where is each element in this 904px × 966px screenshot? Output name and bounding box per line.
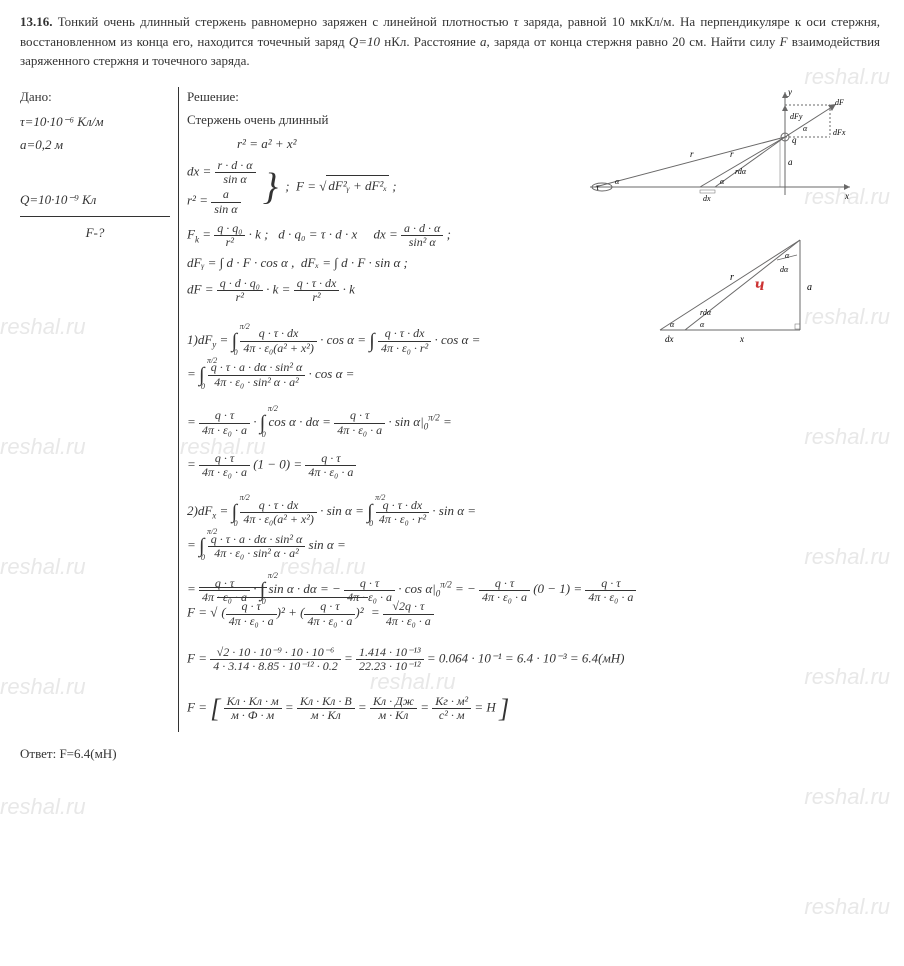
svg-text:dα: dα xyxy=(780,265,789,274)
given-tau: τ=10·10⁻⁶ Кл/м xyxy=(20,112,170,132)
step1-line2: = ∫π/20 q · τ · a · dα · sin² α4π · ε₀ ·… xyxy=(187,360,880,390)
diagram-area: y x dFy dF dFx q a r r rdα α α α dx τ xyxy=(580,87,870,356)
Q-value: Q=10 xyxy=(349,34,380,49)
svg-text:ч: ч xyxy=(755,274,764,294)
svg-text:dFy: dFy xyxy=(790,112,803,121)
given-label: Дано: xyxy=(20,87,170,107)
svg-text:dx: dx xyxy=(703,194,711,203)
divider xyxy=(20,216,170,217)
problem-statement: 13.16. Тонкий очень длинный стержень рав… xyxy=(20,12,880,71)
triangle-diagram: a r α dα α α rdα dx x ч xyxy=(640,230,840,350)
problem-text-7: заряда от конца стержня равно 20 см. Най… xyxy=(490,34,780,49)
given-a: a=0,2 м xyxy=(20,135,170,155)
problem-number: 13.16. xyxy=(20,14,53,29)
svg-text:α: α xyxy=(720,177,725,186)
svg-text:x: x xyxy=(739,334,744,344)
svg-text:y: y xyxy=(787,87,792,97)
watermark: reshal.ru xyxy=(804,890,890,923)
step2-line2: = ∫π/20 q · τ · a · dα · sin² α4π · ε₀ ·… xyxy=(187,531,880,561)
given-Q: Q=10·10⁻⁹ Кл xyxy=(20,190,170,210)
svg-text:r: r xyxy=(690,149,694,159)
step1-line3: = q · τ4π · ε₀ · a · ∫π/20 cos α · dα = … xyxy=(187,408,880,438)
force-diagram: y x dFy dF dFx q a r r rdα α α α dx τ xyxy=(580,87,860,217)
svg-text:q: q xyxy=(792,135,797,145)
problem-text-1: Тонкий очень длинный стержень равномерно… xyxy=(58,14,514,29)
step2-line1: 2)dFx = ∫π/20 q · τ · dx4π · ε₀(a² + x²)… xyxy=(187,497,880,527)
solution-area: Дано: τ=10·10⁻⁶ Кл/м a=0,2 м Q=10·10⁻⁹ К… xyxy=(20,87,880,733)
given-find: F-? xyxy=(20,223,170,243)
svg-text:α: α xyxy=(700,320,705,329)
F-calc: F = √2 · 10 · 10⁻⁹ · 10 · 10⁻⁶4 · 3.14 ·… xyxy=(187,646,880,673)
a-symbol: a, xyxy=(480,34,490,49)
svg-text:rdα: rdα xyxy=(735,167,747,176)
F-symbol: F xyxy=(780,34,788,49)
svg-text:a: a xyxy=(788,157,793,167)
svg-text:r: r xyxy=(730,272,734,283)
answer: Ответ: F=6.4(мН) xyxy=(20,744,880,764)
svg-text:α: α xyxy=(803,124,808,133)
svg-text:dx: dx xyxy=(665,334,674,344)
F-dimensions: F = [ Кл · Кл · мм · Ф · м = Кл · Кл · В… xyxy=(187,689,880,728)
solution-column: Решение: Стержень очень длинный xyxy=(187,87,880,733)
step1-line4: = q · τ4π · ε₀ · a (1 − 0) = q · τ4π · ε… xyxy=(187,452,880,479)
svg-text:α: α xyxy=(785,251,790,260)
svg-text:dF: dF xyxy=(835,98,844,107)
svg-text:α: α xyxy=(615,177,620,186)
svg-text:r: r xyxy=(730,149,734,159)
watermark: reshal.ru xyxy=(0,790,86,823)
svg-text:a: a xyxy=(807,282,812,293)
watermark: reshal.ru xyxy=(804,780,890,813)
svg-text:x: x xyxy=(844,191,849,201)
svg-text:dFx: dFx xyxy=(833,128,846,137)
given-column: Дано: τ=10·10⁻⁶ Кл/м a=0,2 м Q=10·10⁻⁹ К… xyxy=(20,87,179,733)
svg-text:rdα: rdα xyxy=(700,308,712,317)
problem-text-5: нКл. Расстояние xyxy=(380,34,480,49)
